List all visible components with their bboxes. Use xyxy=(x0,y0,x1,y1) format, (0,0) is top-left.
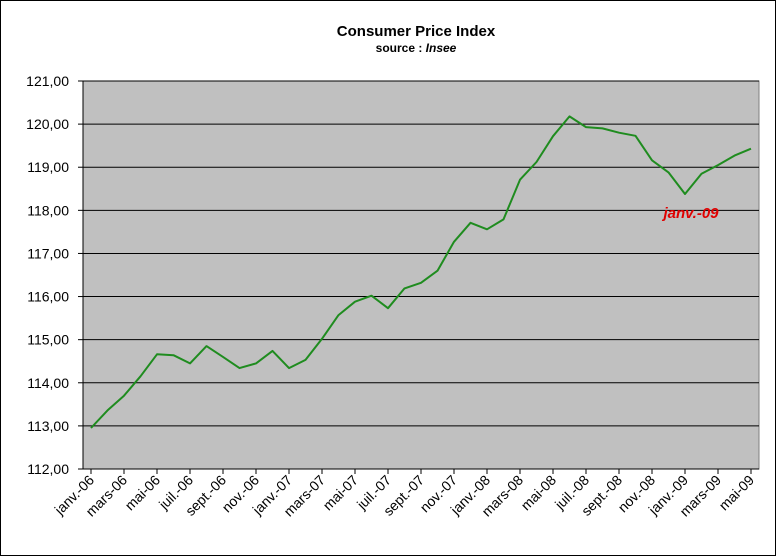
y-tick-label: 119,00 xyxy=(27,159,69,175)
chart-subtitle: source : Insee xyxy=(376,41,457,55)
x-tick-label: mai-08 xyxy=(518,472,560,514)
y-tick-label: 120,00 xyxy=(26,116,69,132)
x-tick-label: mai-06 xyxy=(122,472,164,514)
series-layer xyxy=(90,115,752,429)
y-tick-label: 118,00 xyxy=(27,202,69,218)
y-tick-label: 117,00 xyxy=(27,245,69,261)
x-tick-label: mai-07 xyxy=(320,472,362,514)
gridlines xyxy=(83,80,759,427)
y-tick-label: 114,00 xyxy=(27,375,69,391)
y-tick-label: 115,00 xyxy=(27,332,69,348)
plot-area xyxy=(82,80,760,470)
subtitle-prefix: source : xyxy=(376,41,426,55)
x-tick-labels: janv.-06mars-06mai-06juil.-06sept.-06nov… xyxy=(51,472,758,520)
y-tick-label: 113,00 xyxy=(27,418,69,434)
series-line-cpi xyxy=(90,115,752,429)
x-tick-label: mai-09 xyxy=(716,472,758,514)
y-tick-label: 116,00 xyxy=(27,289,69,305)
axes xyxy=(78,80,759,474)
subtitle-source: Insee xyxy=(426,41,457,55)
y-tick-label: 121,00 xyxy=(26,73,69,89)
y-tick-label: 112,00 xyxy=(27,461,69,477)
annotation-label: janv.-09 xyxy=(661,205,719,222)
y-tick-labels: 112,00 113,00 114,00 115,00 116,00 117,00 118,… xyxy=(26,73,69,477)
chart-title: Consumer Price Index xyxy=(337,23,496,40)
